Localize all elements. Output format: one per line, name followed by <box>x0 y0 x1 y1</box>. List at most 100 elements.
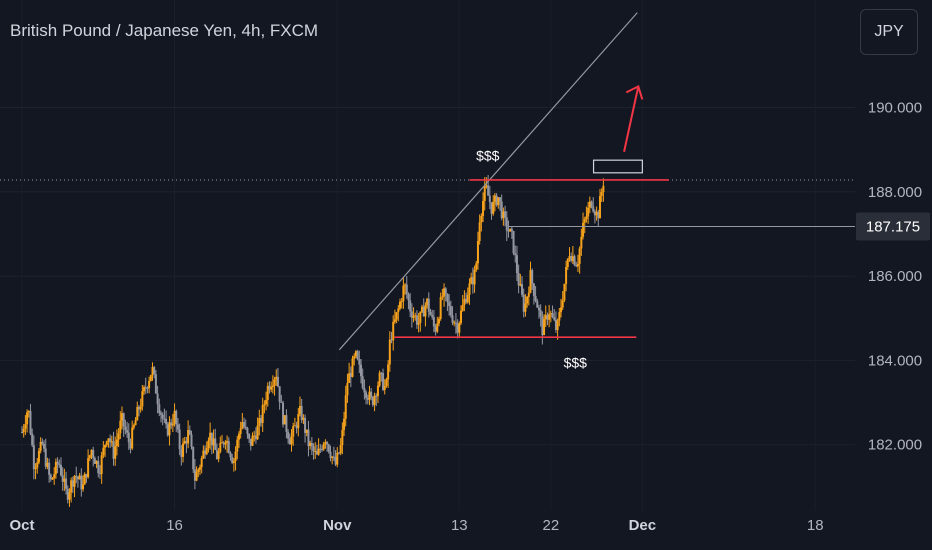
candle-body <box>182 443 185 457</box>
candle-body <box>117 433 120 440</box>
candle-body <box>480 215 483 223</box>
candle-body <box>53 474 56 479</box>
candle-body <box>290 436 293 445</box>
candle-body <box>539 310 542 317</box>
candle-body <box>226 441 229 443</box>
candle-body <box>273 379 276 386</box>
candle-body <box>582 222 585 237</box>
candle-body <box>149 375 152 381</box>
candle-body <box>78 475 81 480</box>
candle-body <box>249 438 252 446</box>
candle-body <box>114 446 117 459</box>
candle-body <box>49 474 52 480</box>
candle-body <box>443 288 446 297</box>
candle-body <box>59 465 62 476</box>
candle-body <box>404 284 407 286</box>
candle-body <box>504 211 507 218</box>
candle-body <box>285 415 288 432</box>
y-tick-label: 186.000 <box>868 268 922 285</box>
candle-body <box>43 443 46 449</box>
candle-body <box>297 414 300 429</box>
candle-body <box>383 385 386 390</box>
up-arrow-shaft <box>623 86 640 152</box>
candle-body <box>410 311 413 318</box>
candle-body <box>27 410 30 413</box>
candle-body <box>415 315 418 325</box>
candle-body <box>375 395 378 397</box>
candle-body <box>102 447 105 456</box>
candle-body <box>466 294 469 303</box>
candle-body <box>485 185 488 187</box>
candle-body <box>173 410 176 424</box>
candle-body <box>241 422 244 429</box>
candle-body <box>441 296 444 298</box>
candle-body <box>309 442 312 446</box>
candle-body <box>305 429 308 433</box>
candle-body <box>388 339 391 365</box>
candle-body <box>170 422 173 426</box>
candle-body <box>239 428 242 434</box>
candle-body <box>336 452 339 465</box>
candle-body <box>468 283 471 295</box>
candle-body <box>356 351 359 360</box>
candle-body <box>307 429 310 446</box>
x-tick-label: 13 <box>451 517 468 534</box>
candle-body <box>600 192 603 196</box>
candle-body <box>112 441 115 459</box>
candle-body <box>593 211 596 216</box>
candle-body <box>154 374 157 394</box>
candle-body <box>83 474 86 485</box>
candle-body <box>202 450 205 459</box>
candle-body <box>588 201 591 208</box>
y-tick-label: 182.000 <box>868 437 922 454</box>
candle-body <box>32 445 35 470</box>
candle-body <box>280 401 283 403</box>
candle-body <box>258 418 261 426</box>
candle-body <box>159 413 162 415</box>
candle-body <box>70 480 73 493</box>
candle-body <box>163 418 166 420</box>
candle-body <box>61 475 64 482</box>
candle-body <box>376 385 379 397</box>
candle-body <box>363 387 366 393</box>
candle-body <box>95 461 98 464</box>
candle-body <box>392 321 395 341</box>
candle-body <box>71 480 74 487</box>
candle-body <box>224 442 227 445</box>
candle-body <box>510 228 513 231</box>
candle-body <box>34 467 37 470</box>
candle-body <box>509 228 512 232</box>
candle-body <box>537 307 540 311</box>
x-tick-label: Nov <box>323 517 352 534</box>
candle-body <box>275 376 278 380</box>
current-price-label: 187.175 <box>866 219 920 236</box>
y-tick-label: 184.000 <box>868 352 922 369</box>
candle-body <box>526 296 529 304</box>
candle-body <box>205 447 208 455</box>
candle-body <box>373 395 376 405</box>
candle-body <box>31 433 34 446</box>
candle-body <box>251 435 254 446</box>
target-box <box>592 159 643 174</box>
candle-body <box>144 387 147 389</box>
candle-body <box>339 444 342 454</box>
candle-body <box>231 457 234 464</box>
candle-body <box>66 488 69 500</box>
candle-body <box>360 364 362 377</box>
candle-body <box>512 230 515 254</box>
candle-body <box>368 391 371 400</box>
candle-body <box>500 201 503 219</box>
candle-body <box>204 450 207 455</box>
candle-body <box>473 269 476 285</box>
candle-body <box>22 428 25 433</box>
currency-button[interactable]: JPY <box>860 9 918 55</box>
candle-body <box>337 452 340 454</box>
candle-body <box>353 356 356 359</box>
candle-body <box>121 413 124 421</box>
candle-body <box>161 414 164 419</box>
candle-body <box>310 442 313 447</box>
candle-body <box>583 219 586 223</box>
candle-body <box>192 446 195 470</box>
candle-body <box>302 417 305 420</box>
